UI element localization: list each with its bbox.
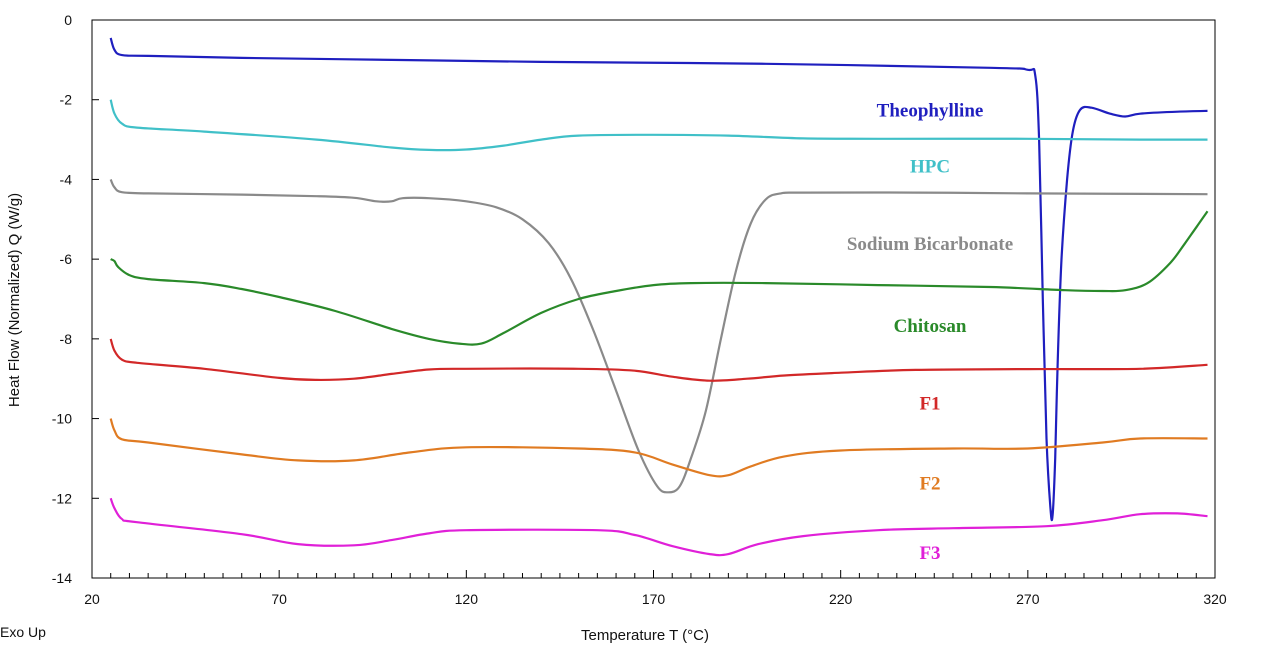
x-tick-label: 20 bbox=[84, 591, 100, 607]
series-label-hpc: HPC bbox=[910, 156, 950, 177]
series-line-f2 bbox=[109, 418, 1208, 478]
series-line-f3 bbox=[109, 497, 1208, 557]
x-tick-label: 320 bbox=[1203, 591, 1227, 607]
series-lines bbox=[109, 37, 1209, 557]
x-tick-label: 70 bbox=[271, 591, 287, 607]
x-tick-label: 220 bbox=[829, 591, 853, 607]
series-label-f2: F2 bbox=[919, 473, 940, 494]
series-line-hpc bbox=[109, 99, 1208, 152]
series-line-f1 bbox=[109, 338, 1208, 382]
y-axis-title: Heat Flow (Normalized) Q (W/g) bbox=[6, 193, 23, 407]
exo-up-note: Exo Up bbox=[0, 624, 46, 640]
plot-area bbox=[91, 19, 1216, 579]
series-line-chitosan bbox=[110, 210, 1209, 346]
series-label-f3: F3 bbox=[919, 543, 940, 564]
x-axis-ticks: 20 70 120 170 220 270 320 bbox=[84, 570, 1227, 607]
series-label-sodium-bicarbonate: Sodium Bicarbonate bbox=[847, 234, 1013, 255]
y-tick-label: 0 bbox=[64, 12, 72, 28]
series-label-theophylline: Theophylline bbox=[877, 101, 984, 122]
x-tick-label: 270 bbox=[1016, 591, 1040, 607]
series-line-theophylline bbox=[109, 37, 1208, 522]
x-tick-label: 170 bbox=[642, 591, 666, 607]
y-tick-label: -6 bbox=[60, 251, 73, 267]
y-tick-label: -12 bbox=[52, 490, 72, 506]
series-labels: Theophylline HPC Sodium Bicarbonate Chitosa… bbox=[847, 101, 1013, 564]
series-label-f1: F1 bbox=[919, 394, 940, 415]
y-tick-label: -14 bbox=[52, 570, 72, 586]
x-tick-label: 120 bbox=[455, 591, 479, 607]
y-axis-ticks: 0 -2 -4 -6 -8 -10 -12 -14 bbox=[52, 12, 99, 586]
y-tick-label: -10 bbox=[52, 411, 72, 427]
series-line-sodium-bicarbonate bbox=[109, 178, 1208, 494]
x-axis-title: Temperature T (°C) bbox=[581, 627, 709, 644]
y-tick-label: -8 bbox=[60, 331, 73, 347]
series-label-chitosan: Chitosan bbox=[894, 316, 967, 337]
y-tick-label: -4 bbox=[60, 171, 73, 187]
y-tick-label: -2 bbox=[60, 92, 73, 108]
